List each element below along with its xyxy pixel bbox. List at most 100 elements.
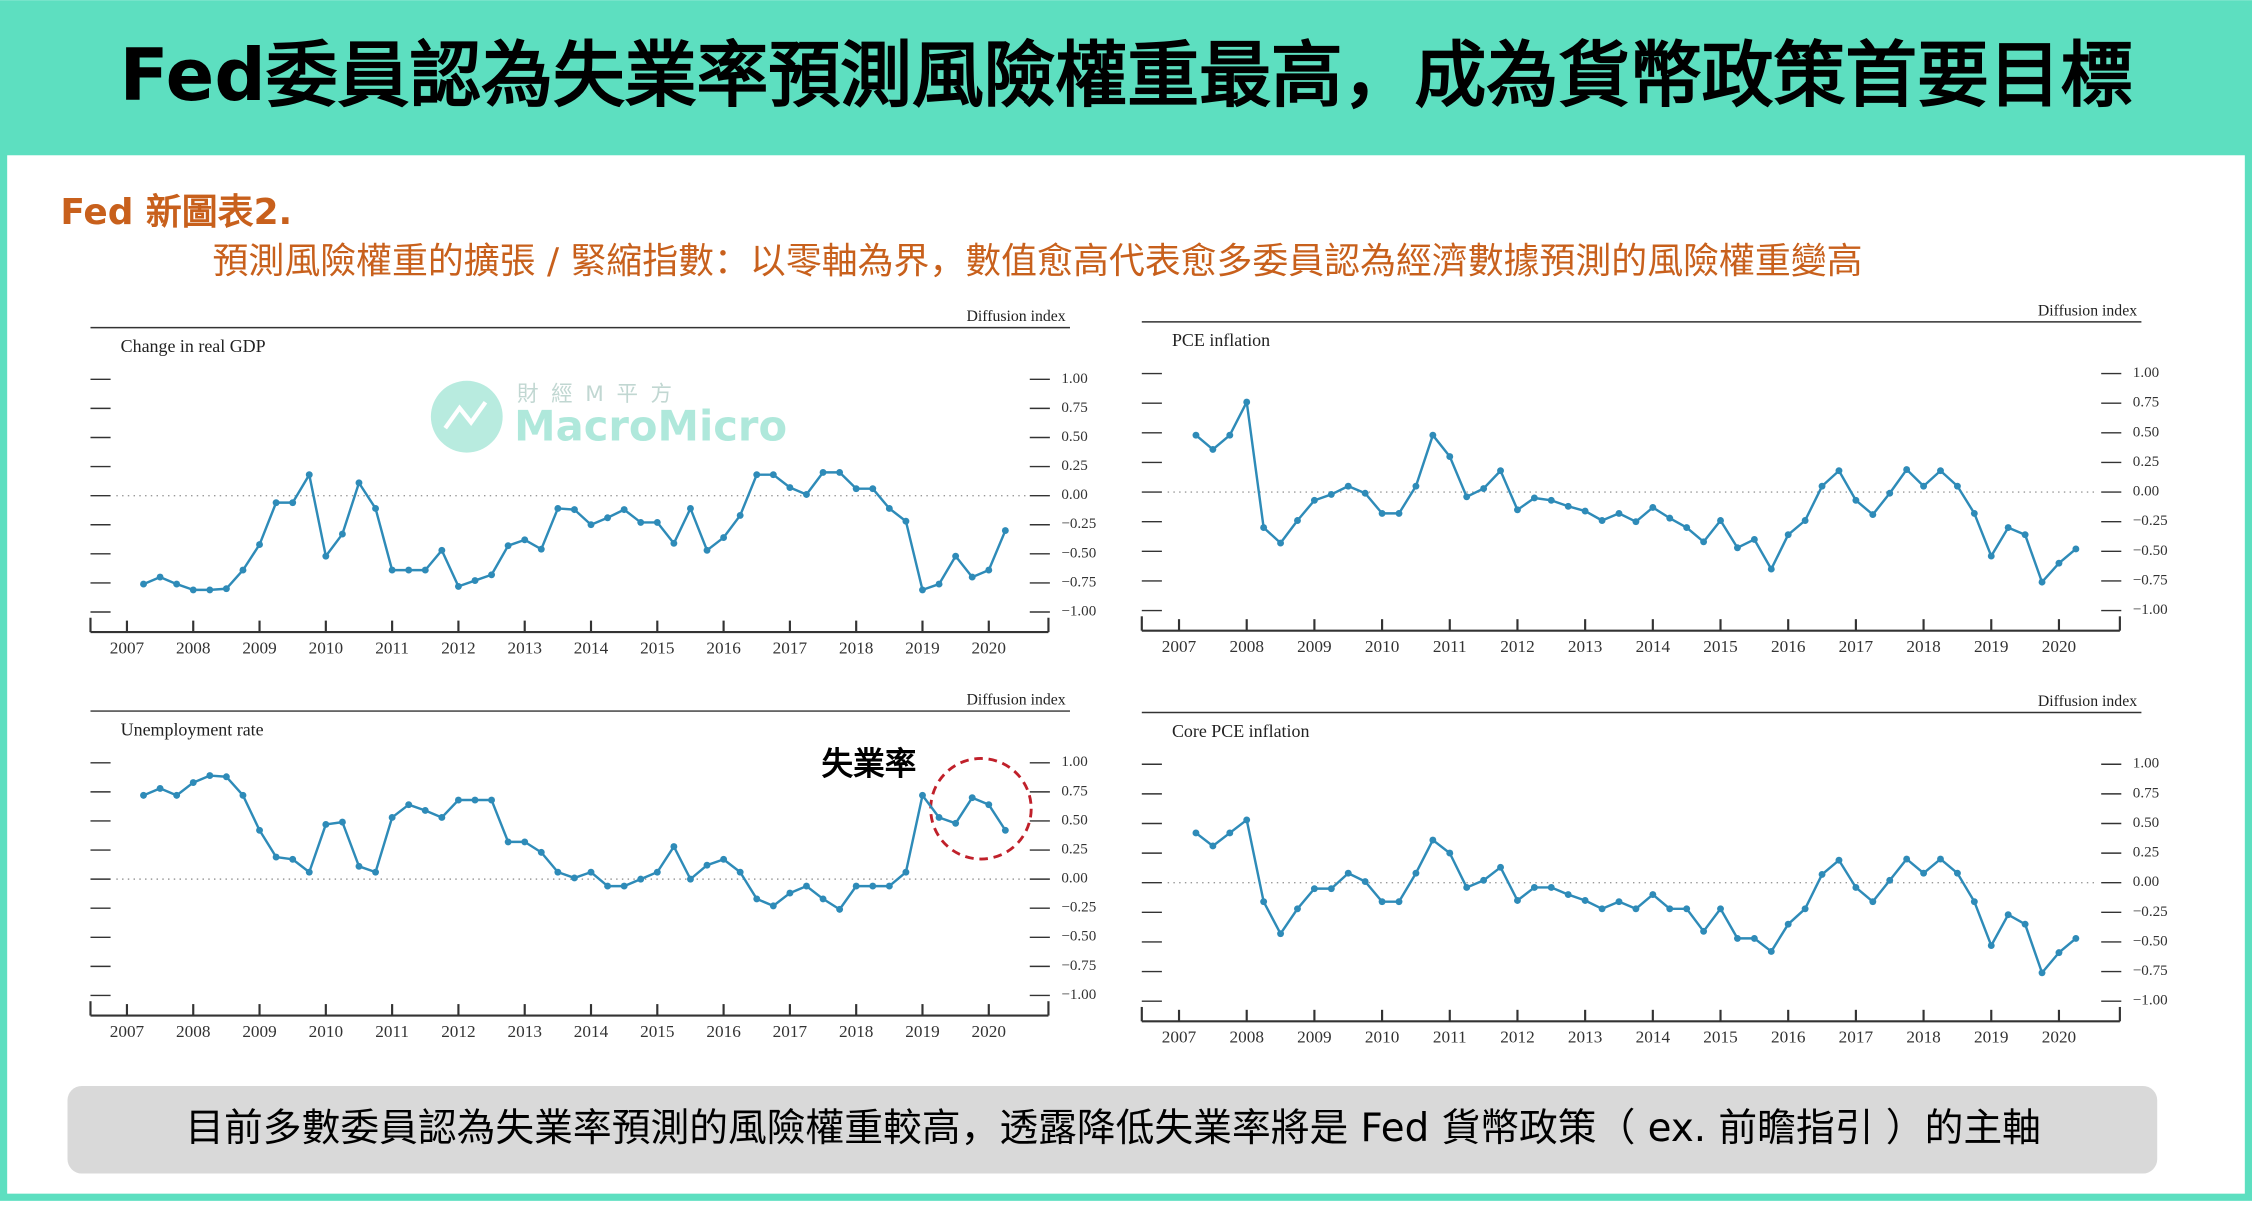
data-point [1987,942,1995,949]
x-tick-label: 2019 [1974,1028,2008,1047]
data-point [2021,920,2029,928]
y-tick-label: −0.25 [1061,516,1096,532]
data-point [1361,878,1369,885]
data-point [1429,836,1437,844]
x-tick-label: 2009 [1297,1028,1331,1047]
data-point [1001,527,1009,535]
data-point [604,882,612,890]
data-point [2055,949,2063,957]
data-point [1310,885,1318,893]
y-tick-label: −0.75 [2133,963,2168,979]
data-point [2072,545,2080,553]
data-point [819,895,827,903]
data-point [2038,578,2046,586]
x-tick-label: 2016 [706,1022,741,1041]
data-point [1903,466,1911,473]
data-point [1835,856,1843,864]
y-tick-label: −1.00 [2133,993,2168,1009]
footer-text: 目前多數委員認為失業率預測的風險權重較高，透露降低失業率將是 Fed 貨幣政策（… [185,1106,2041,1151]
watermark-en: MacroMicro [514,402,787,451]
x-tick-label: 2007 [1162,1028,1197,1047]
data-point [1683,905,1691,913]
data-point [1547,496,1555,504]
data-point [504,838,512,846]
data-point [968,573,976,581]
data-point [521,536,529,544]
data-point [1412,869,1420,877]
data-point [1192,431,1200,439]
x-tick-label: 2013 [1568,1028,1602,1047]
chart: Diffusion index Core PCE inflation 1.00 0.7… [1140,693,2168,1047]
data-point [1598,905,1606,913]
data-point [885,505,893,512]
x-tick-label: 2018 [1906,637,1940,656]
data-point [1192,829,1200,837]
data-point [1666,905,1674,913]
y-tick-label: 0.75 [2133,395,2159,411]
y-tick-label: 0.25 [1061,458,1087,474]
chart-title: Unemployment rate [121,719,264,739]
data-point [1666,514,1674,522]
data-point [1784,531,1792,539]
data-point [1801,905,1809,913]
axis-label: Diffusion index [966,308,1065,325]
x-tick-label: 2009 [242,1022,276,1041]
axis-label: Diffusion index [2038,693,2137,710]
y-tick-label: −1.00 [2133,602,2168,618]
data-point [1327,490,1335,498]
x-tick-label: 2020 [972,1022,1006,1041]
data-point [836,905,844,913]
x-tick-label: 2013 [507,638,541,657]
footer-box [67,1085,2158,1174]
data-point [1869,898,1877,906]
watermark-logo-mark [443,401,488,430]
y-tick-label: −0.50 [2133,543,2168,559]
x-tick-label: 2019 [1974,637,2008,656]
data-point [1903,855,1911,863]
data-point [620,506,628,514]
data-point [1835,467,1843,475]
data-point [1361,489,1369,497]
subtitle: Fed 新圖表2. [60,192,292,233]
x-tick-label: 2007 [110,638,145,657]
y-tick-label: 0.75 [1061,400,1087,416]
axis-label: Diffusion index [966,692,1065,709]
data-point [322,821,330,828]
data-point [1395,898,1403,906]
data-point [935,580,943,588]
data-point [1869,511,1877,519]
y-tick-label: 0.50 [2133,424,2159,440]
data-point [985,566,993,574]
data-point [1344,869,1352,877]
data-point [504,542,512,550]
data-point [1953,482,1961,490]
data-point [1564,502,1572,510]
x-tick-label: 2016 [1771,637,1806,656]
data-point [1970,509,1978,517]
data-point [1852,496,1860,504]
data-point [471,796,479,804]
x-tick-label: 2013 [1568,637,1602,656]
data-point [1480,485,1488,492]
data-point [587,868,595,876]
data-point [488,796,496,804]
x-tick-label: 2015 [640,1022,674,1041]
data-point [1615,898,1623,906]
data-point [372,868,379,876]
data-point [1970,898,1978,906]
data-point [355,862,363,870]
x-tick-label: 2018 [839,1022,873,1041]
x-tick-label: 2019 [905,1022,939,1041]
x-tick-label: 2020 [2042,637,2076,656]
data-point [968,794,976,802]
data-point [637,518,645,526]
data-point [1886,489,1894,497]
data-point [1209,445,1217,453]
data-point [2055,559,2063,567]
data-point [1226,829,1234,837]
data-point [1750,934,1758,942]
data-point [222,585,230,593]
data-point [786,889,794,897]
data-point [653,868,661,876]
